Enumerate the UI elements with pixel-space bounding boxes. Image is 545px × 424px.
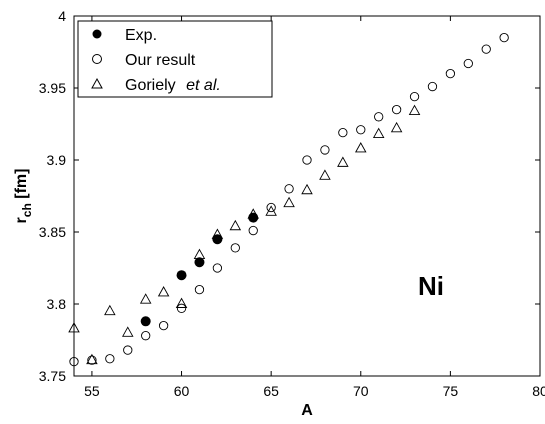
goriely-point — [122, 326, 134, 337]
x-tick-label: 80 — [532, 383, 545, 399]
our-result-point — [356, 125, 366, 135]
exp-point — [248, 212, 259, 223]
our-result-point — [230, 243, 240, 253]
our-result-point — [105, 354, 115, 364]
x-tick-labels: 55 60 65 70 75 80 — [84, 383, 545, 399]
our-result-point — [158, 320, 169, 331]
goriely-point — [139, 293, 152, 304]
x-tick-label: 65 — [263, 383, 279, 399]
goriely-point — [283, 196, 295, 208]
goriely-point — [175, 297, 188, 308]
y-tick-labels: 3.75 3.8 3.85 3.9 3.95 4 — [39, 8, 66, 384]
y-tick-label: 3.95 — [39, 80, 66, 96]
data-points — [68, 32, 509, 367]
our-result-point — [302, 155, 312, 165]
exp-point — [176, 270, 187, 281]
nickel-annotation: Ni — [418, 271, 444, 301]
goriely-point — [390, 121, 403, 133]
our-result-point — [123, 345, 133, 355]
our-result-point — [391, 104, 402, 115]
goriely-point — [265, 205, 277, 216]
goriely-point — [301, 183, 313, 195]
y-tick-label: 3.75 — [39, 368, 66, 384]
our-result-point — [463, 58, 473, 69]
goriely-point — [319, 169, 331, 180]
axis-ticks — [74, 15, 541, 377]
our-result-point — [481, 44, 491, 54]
our-result-point — [141, 331, 151, 341]
goriely-point — [355, 142, 367, 153]
x-tick-label: 55 — [84, 383, 100, 399]
our-result-point — [266, 202, 276, 213]
our-result-point — [338, 127, 348, 138]
our-result-point — [212, 263, 223, 273]
exp-point — [212, 234, 223, 245]
our-result-point — [194, 284, 205, 295]
y-tick-label: 4 — [58, 8, 66, 24]
our-result-point — [284, 184, 294, 194]
our-result-point — [445, 68, 456, 79]
legend-label-goriely: Goriely et al. — [125, 77, 221, 94]
legend-marker-our-result — [92, 54, 102, 64]
our-result-point — [69, 356, 79, 367]
goriely-point — [68, 322, 80, 333]
x-tick-label: 60 — [174, 383, 190, 399]
x-axis-title: A — [301, 402, 313, 419]
legend-label-our-result: Our result — [125, 52, 196, 69]
goriely-point — [337, 156, 349, 167]
goriely-point — [372, 127, 385, 139]
y-tick-label: 3.8 — [47, 296, 67, 312]
y-tick-label: 3.9 — [47, 152, 67, 168]
legend-label-exp: Exp. — [125, 27, 157, 44]
x-tick-label: 70 — [353, 383, 369, 399]
x-tick-label: 75 — [443, 383, 459, 399]
goriely-point — [157, 286, 170, 297]
our-result-point — [409, 91, 420, 102]
y-axis-title: rch [fm] — [13, 169, 34, 224]
our-result-point — [427, 81, 438, 92]
legend-marker-goriely — [91, 77, 103, 89]
our-result-point — [320, 145, 330, 155]
y-tick-label: 3.85 — [39, 224, 66, 240]
our-result-point — [248, 225, 258, 236]
goriely-point — [408, 104, 421, 115]
legend-marker-exp — [92, 29, 102, 39]
goriely-point — [104, 304, 116, 316]
our-result-point — [176, 303, 187, 313]
our-result-point — [87, 355, 97, 365]
goriely-point — [229, 219, 242, 231]
exp-point — [194, 257, 205, 268]
our-result-point — [374, 112, 384, 122]
exp-point — [140, 316, 151, 327]
legend-box — [77, 20, 273, 98]
legend: Exp. Our result Goriely et al. — [77, 20, 273, 98]
our-result-point — [499, 32, 509, 43]
goriely-point — [86, 353, 98, 365]
